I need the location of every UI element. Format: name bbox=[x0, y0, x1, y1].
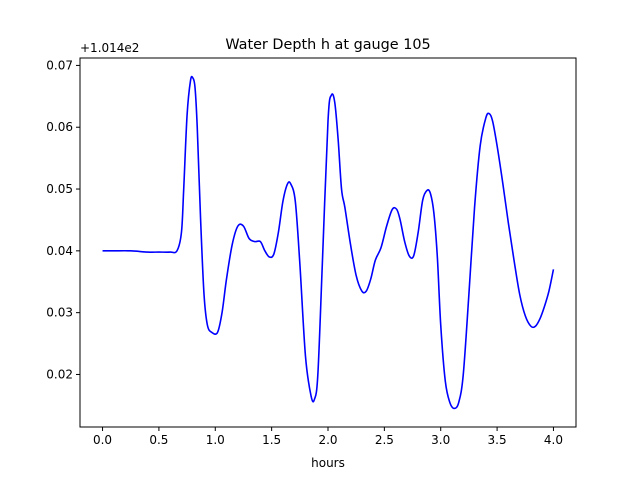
series-line-0 bbox=[102, 75, 555, 410]
x-axis-label: hours bbox=[311, 456, 345, 470]
x-tick-label: 2.0 bbox=[318, 433, 337, 447]
x-tick-label: 0.5 bbox=[149, 433, 168, 447]
y-tick-label: 0.04 bbox=[46, 244, 73, 258]
x-tick-label: 3.5 bbox=[488, 433, 507, 447]
x-tick-label: 2.5 bbox=[375, 433, 394, 447]
y-tick-label: 0.07 bbox=[46, 58, 73, 72]
y-tick-label: 0.03 bbox=[46, 306, 73, 320]
x-tick-label: 1.5 bbox=[262, 433, 281, 447]
chart-title: Water Depth h at gauge 105 bbox=[225, 37, 430, 53]
y-tick-label: 0.05 bbox=[46, 182, 73, 196]
x-tick-label: 0.0 bbox=[93, 433, 112, 447]
x-tick-label: 4.0 bbox=[544, 433, 563, 447]
x-tick-label: 3.0 bbox=[431, 433, 450, 447]
y-tick-label: 0.02 bbox=[46, 367, 73, 381]
y-tick-label: 0.06 bbox=[46, 120, 73, 134]
plot-area: 0.0 0.5 1.0 1.5 2.0 2.5 3.0 3.5 4.0 0.02 0.03 0.04 0… bbox=[46, 57, 577, 447]
y-offset-text: +1.014e2 bbox=[80, 41, 139, 55]
x-tick-label: 1.0 bbox=[206, 433, 225, 447]
